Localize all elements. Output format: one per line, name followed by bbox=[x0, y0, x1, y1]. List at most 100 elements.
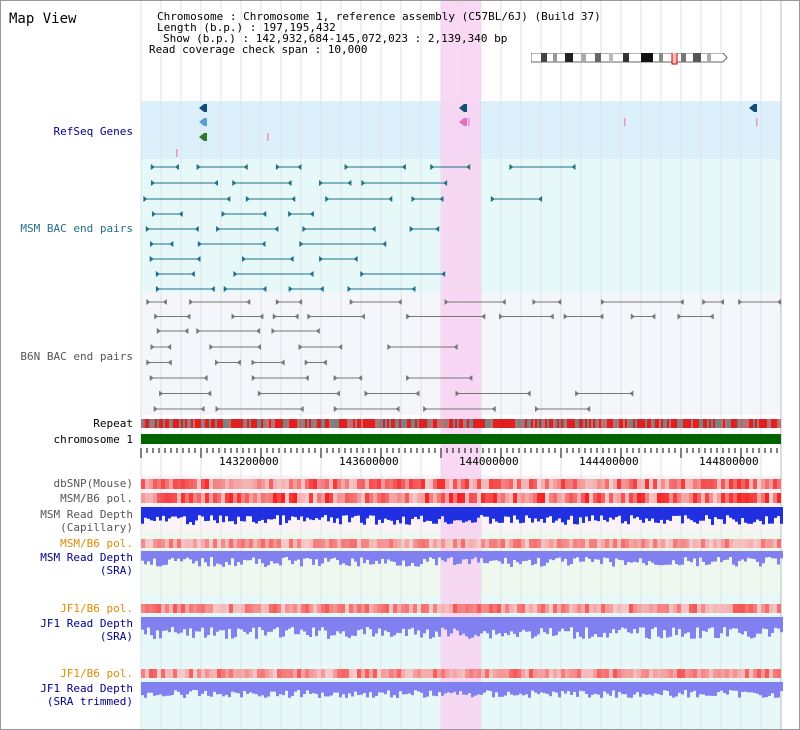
pol-cell bbox=[261, 604, 265, 613]
depth-bar bbox=[237, 551, 240, 563]
repeat-segment bbox=[529, 419, 531, 428]
track-label-jf1-depth-trimmed[interactable]: JF1 Read Depth (SRA trimmed) bbox=[40, 682, 133, 708]
pol-cell bbox=[249, 604, 253, 613]
repeat-segment bbox=[657, 419, 659, 428]
repeat-segment bbox=[471, 419, 473, 428]
depth-bar bbox=[732, 507, 735, 520]
track-label-refseq[interactable]: RefSeq Genes bbox=[53, 125, 133, 138]
depth-bar bbox=[693, 617, 696, 639]
repeat-segment bbox=[577, 419, 579, 428]
depth-bar bbox=[420, 507, 423, 516]
depth-bar bbox=[333, 507, 336, 523]
depth-bar bbox=[678, 617, 681, 629]
depth-bar bbox=[447, 507, 450, 525]
pol-cell bbox=[173, 493, 177, 503]
depth-bar bbox=[144, 507, 147, 518]
pol-cell bbox=[489, 669, 493, 678]
depth-bar bbox=[336, 551, 339, 560]
chromosome-ideogram[interactable] bbox=[531, 53, 728, 65]
depth-bar bbox=[261, 507, 264, 520]
track-label-chromosome[interactable]: chromosome 1 bbox=[53, 433, 133, 446]
track-label-repeat[interactable]: Repeat bbox=[93, 417, 133, 430]
chromosome-bar bbox=[141, 434, 781, 444]
pol-cell bbox=[637, 604, 641, 613]
depth-bar bbox=[744, 617, 747, 632]
depth-bar bbox=[360, 617, 363, 630]
depth-bar bbox=[621, 617, 624, 628]
depth-bar bbox=[756, 507, 759, 520]
pol-cell bbox=[301, 604, 305, 613]
pol-cell bbox=[637, 539, 641, 548]
depth-bar bbox=[366, 617, 369, 628]
bac-end bbox=[236, 359, 241, 366]
depth-bar bbox=[702, 507, 705, 521]
track-label-msm-pol-sra[interactable]: MSM/B6 pol. bbox=[60, 537, 133, 550]
pol-cell bbox=[529, 539, 533, 548]
pol-cell bbox=[261, 669, 265, 678]
depth-bar bbox=[504, 617, 507, 633]
pol-cell bbox=[373, 479, 377, 489]
depth-bar bbox=[711, 551, 714, 562]
bac-end bbox=[189, 299, 194, 305]
repeat-segment bbox=[493, 419, 495, 428]
pol-cell bbox=[413, 493, 417, 503]
pol-cell bbox=[205, 604, 209, 613]
pol-cell bbox=[737, 479, 741, 489]
pol-cell bbox=[721, 479, 725, 489]
pol-cell bbox=[721, 669, 725, 678]
bac-end bbox=[298, 299, 303, 305]
depth-bar bbox=[648, 617, 651, 639]
repeat-segment bbox=[779, 419, 781, 428]
depth-bar bbox=[165, 617, 168, 631]
depth-bar bbox=[615, 507, 618, 518]
depth-bar bbox=[348, 682, 351, 694]
pol-cell bbox=[561, 669, 565, 678]
depth-bar bbox=[300, 682, 303, 698]
depth-bar bbox=[273, 617, 276, 630]
repeat-segment bbox=[151, 419, 153, 428]
pol-cell bbox=[741, 539, 745, 548]
track-label-b6n-bac[interactable]: B6N BAC end pairs bbox=[20, 350, 133, 363]
depth-bar bbox=[630, 682, 633, 698]
depth-bar bbox=[429, 551, 432, 558]
repeat-segment bbox=[663, 419, 665, 428]
track-label-dbsnp[interactable]: dbSNP(Mouse) bbox=[53, 477, 133, 490]
pol-cell bbox=[329, 604, 333, 613]
pol-cell bbox=[657, 669, 661, 678]
depth-bar bbox=[543, 682, 546, 694]
pol-cell bbox=[761, 604, 765, 613]
depth-bar bbox=[408, 617, 411, 630]
track-label-jf1-depth[interactable]: JF1 Read Depth (SRA) bbox=[40, 617, 133, 643]
track-label-jf1-pol-trimmed[interactable]: JF1/B6 pol. bbox=[60, 667, 133, 680]
repeat-segment bbox=[431, 419, 433, 428]
pol-cell bbox=[737, 493, 741, 503]
pol-cell bbox=[645, 669, 649, 678]
depth-bar bbox=[663, 507, 666, 524]
depth-bar bbox=[579, 551, 582, 562]
depth-bar bbox=[558, 682, 561, 698]
pol-cell bbox=[493, 479, 497, 489]
pol-cell bbox=[681, 539, 685, 548]
pol-cell bbox=[653, 539, 657, 548]
pol-cell bbox=[769, 479, 773, 489]
repeat-segment bbox=[373, 419, 375, 428]
track-label-msm-pol[interactable]: MSM/B6 pol. bbox=[60, 492, 133, 505]
depth-bar bbox=[372, 507, 375, 516]
track-label-jf1-pol[interactable]: JF1/B6 pol. bbox=[60, 602, 133, 615]
pol-cell bbox=[229, 604, 233, 613]
bac-end bbox=[335, 390, 340, 397]
depth-bar bbox=[393, 617, 396, 636]
axis-tick-label: 144000000 bbox=[459, 455, 519, 468]
track-label-msm-depth-capillary[interactable]: MSM Read Depth (Capillary) bbox=[40, 508, 133, 534]
track-label-msm-depth-sra[interactable]: MSM Read Depth (SRA) bbox=[40, 551, 133, 577]
depth-bar bbox=[684, 682, 687, 691]
repeat-segment bbox=[429, 419, 431, 428]
repeat-segment bbox=[275, 419, 277, 428]
pol-cell bbox=[761, 539, 765, 548]
depth-bar bbox=[243, 617, 246, 632]
pol-cell bbox=[265, 493, 269, 503]
depth-bar bbox=[720, 682, 723, 691]
pol-cell bbox=[701, 669, 705, 678]
track-label-msm-bac[interactable]: MSM BAC end pairs bbox=[20, 222, 133, 235]
